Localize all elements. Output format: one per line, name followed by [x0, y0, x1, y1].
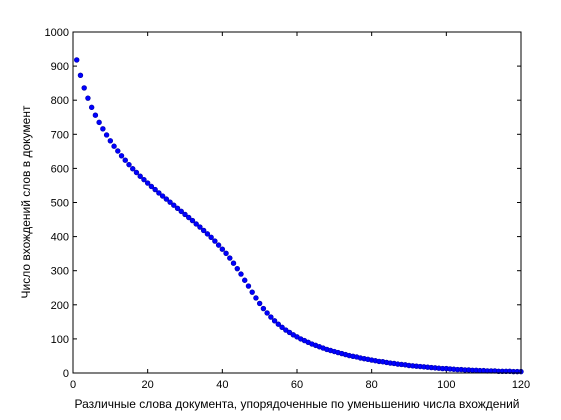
data-point [100, 126, 106, 132]
data-point [126, 161, 132, 168]
data-point [115, 148, 121, 154]
data-point [193, 221, 199, 227]
y-tick-label: 100 [51, 334, 69, 346]
x-tick-label: 100 [437, 379, 455, 391]
x-tick-label: 0 [70, 379, 76, 391]
data-point [279, 324, 285, 331]
data-point [253, 295, 259, 301]
data-point [204, 231, 211, 237]
data-point [275, 321, 282, 327]
y-tick-label: 1000 [45, 27, 69, 39]
data-point [74, 57, 80, 63]
data-point [227, 255, 233, 261]
x-tick-label: 120 [512, 379, 530, 391]
x-tick-label: 60 [291, 379, 303, 391]
data-point [133, 169, 140, 176]
data-point [215, 242, 222, 248]
data-points [74, 57, 524, 375]
y-tick-label: 400 [51, 232, 69, 244]
y-tick-label: 800 [51, 95, 69, 107]
data-point [141, 176, 147, 183]
data-point [234, 265, 240, 272]
x-tick-label: 80 [366, 379, 378, 391]
data-point [286, 329, 293, 336]
data-point [256, 300, 263, 307]
data-point [156, 190, 162, 196]
data-point [92, 112, 99, 118]
data-point [249, 289, 255, 295]
data-point [81, 85, 87, 91]
data-point [219, 246, 226, 252]
data-point [264, 310, 270, 316]
data-point [144, 180, 151, 186]
data-point [152, 186, 158, 193]
data-point [283, 327, 289, 333]
data-point [200, 227, 207, 234]
data-point [85, 95, 91, 101]
data-point [88, 104, 95, 111]
data-point [96, 119, 102, 126]
y-axis-label: Число вхождений слов в документ [19, 105, 33, 298]
data-point [197, 224, 203, 230]
data-point [163, 196, 170, 202]
y-tick-label: 300 [51, 266, 69, 278]
data-point [103, 132, 110, 138]
data-point [107, 138, 114, 144]
data-point [182, 211, 188, 218]
data-point [245, 283, 252, 289]
data-point [174, 205, 181, 211]
x-tick-label: 20 [142, 379, 154, 391]
data-point [223, 250, 229, 257]
data-point [167, 199, 173, 205]
data-point [118, 153, 125, 159]
plot-frame [72, 31, 522, 374]
y-tick-label: 900 [51, 61, 69, 73]
data-point [238, 271, 244, 277]
y-tick-label: 0 [63, 368, 69, 380]
data-point [137, 173, 143, 179]
data-point [130, 166, 136, 172]
data-point [178, 208, 184, 215]
data-point [208, 234, 214, 240]
x-tick-label: 40 [216, 379, 228, 391]
y-tick-label: 700 [51, 129, 69, 141]
data-point [189, 217, 196, 224]
data-point [171, 202, 177, 208]
data-point [271, 318, 278, 324]
data-point [148, 183, 155, 190]
data-point [122, 157, 128, 163]
data-point [230, 260, 237, 266]
axis-ticks: 0 20 40 60 80 100 120 0 100 200 300 400 500 600 700 800… [45, 27, 531, 391]
data-point [260, 305, 267, 312]
y-tick-label: 500 [51, 198, 69, 210]
data-point [186, 214, 192, 221]
data-point [242, 277, 248, 283]
y-tick-label: 200 [51, 300, 69, 312]
data-point [159, 193, 166, 199]
data-point [268, 314, 274, 320]
y-tick-label: 600 [51, 163, 69, 175]
data-point [77, 72, 84, 79]
x-axis-label: Различные слова документа, упорядоченные… [74, 397, 519, 411]
data-point [212, 238, 218, 244]
data-point [111, 143, 117, 149]
